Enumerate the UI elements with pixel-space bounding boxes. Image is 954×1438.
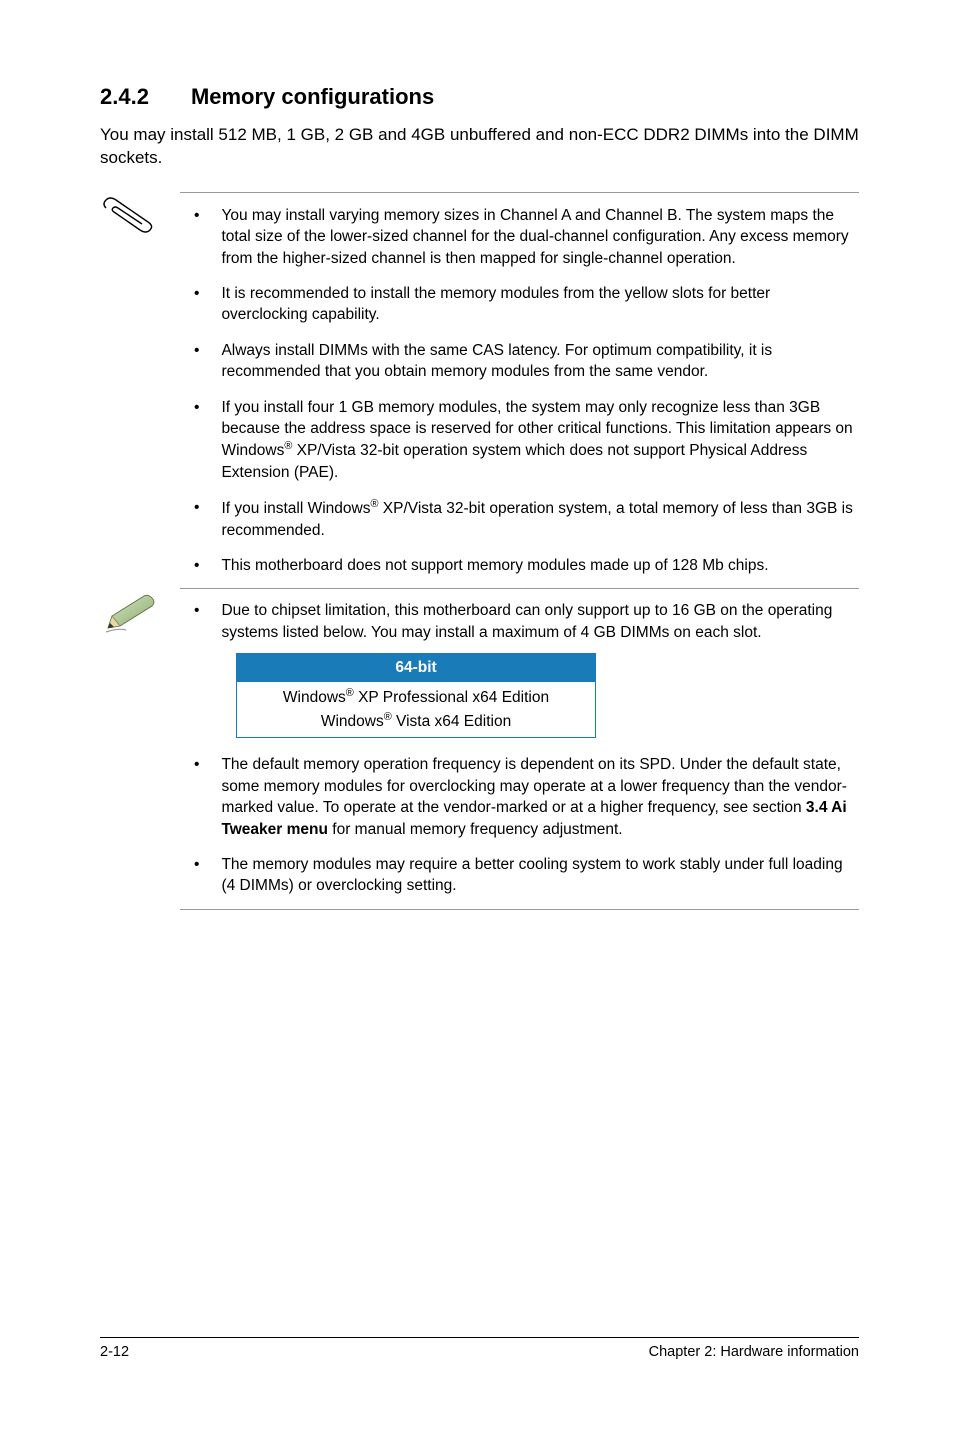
list-item: • This motherboard does not support memor… <box>180 555 859 576</box>
bullet-text: If you install four 1 GB memory modules,… <box>221 397 859 484</box>
bullet-marker: • <box>194 600 199 643</box>
intro-paragraph: You may install 512 MB, 1 GB, 2 GB and 4… <box>100 124 859 170</box>
bullet-list-1: • You may install varying memory sizes in… <box>180 205 859 577</box>
list-item: • The default memory operation frequency … <box>180 754 859 840</box>
os-table: 64-bit Windows® XP Professional x64 Edit… <box>236 653 596 738</box>
bullet-text: The memory modules may require a better … <box>221 854 859 897</box>
bullet-text: You may install varying memory sizes in … <box>221 205 859 269</box>
list-item: • You may install varying memory sizes in… <box>180 205 859 269</box>
bullet-marker: • <box>194 854 199 897</box>
note-block-2: • Due to chipset limitation, this motherb… <box>100 588 859 909</box>
os-table-wrap: 64-bit Windows® XP Professional x64 Edit… <box>236 653 596 738</box>
chapter-label: Chapter 2: Hardware information <box>649 1344 859 1360</box>
paperclip-icon <box>100 192 162 234</box>
pencil-icon <box>100 588 162 636</box>
list-item: • If you install Windows® XP/Vista 32-bit… <box>180 497 859 541</box>
bullet-text: This motherboard does not support memory… <box>221 555 859 576</box>
bullet-marker: • <box>194 397 199 484</box>
bullet-text: The default memory operation frequency i… <box>221 754 859 840</box>
bullet-marker: • <box>194 555 199 576</box>
list-item: • The memory modules may require a better… <box>180 854 859 897</box>
note-content-2: • Due to chipset limitation, this motherb… <box>180 588 859 909</box>
text-fragment: for manual memory frequency adjustment. <box>328 821 623 838</box>
note-content-1: • You may install varying memory sizes in… <box>180 192 859 590</box>
bullet-marker: • <box>194 205 199 269</box>
bullet-text: Due to chipset limitation, this motherbo… <box>221 600 859 643</box>
section-number: 2.4.2 <box>100 84 149 110</box>
bullet-text: Always install DIMMs with the same CAS l… <box>221 340 859 383</box>
table-header: 64-bit <box>237 654 596 683</box>
bullet-marker: • <box>194 497 199 541</box>
list-item: • It is recommended to install the memory… <box>180 283 859 326</box>
bullet-marker: • <box>194 754 199 840</box>
text-fragment: The default memory operation frequency i… <box>221 756 846 816</box>
section-heading: 2.4.2 Memory configurations <box>100 84 859 110</box>
page-number: 2-12 <box>100 1344 129 1360</box>
page-footer: 2-12 Chapter 2: Hardware information <box>100 1337 859 1360</box>
note-block-1: • You may install varying memory sizes in… <box>100 192 859 590</box>
bullet-text: It is recommended to install the memory … <box>221 283 859 326</box>
list-item: • Always install DIMMs with the same CAS … <box>180 340 859 383</box>
table-cell: Windows® XP Professional x64 EditionWind… <box>237 682 596 738</box>
bullet-marker: • <box>194 283 199 326</box>
section-title: Memory configurations <box>191 84 434 109</box>
list-item: • If you install four 1 GB memory modules… <box>180 397 859 484</box>
bullet-list-2: • Due to chipset limitation, this motherb… <box>180 600 859 643</box>
bullet-text: If you install Windows® XP/Vista 32-bit … <box>221 497 859 541</box>
bullet-list-2b: • The default memory operation frequency … <box>180 754 859 896</box>
bullet-marker: • <box>194 340 199 383</box>
list-item: • Due to chipset limitation, this motherb… <box>180 600 859 643</box>
